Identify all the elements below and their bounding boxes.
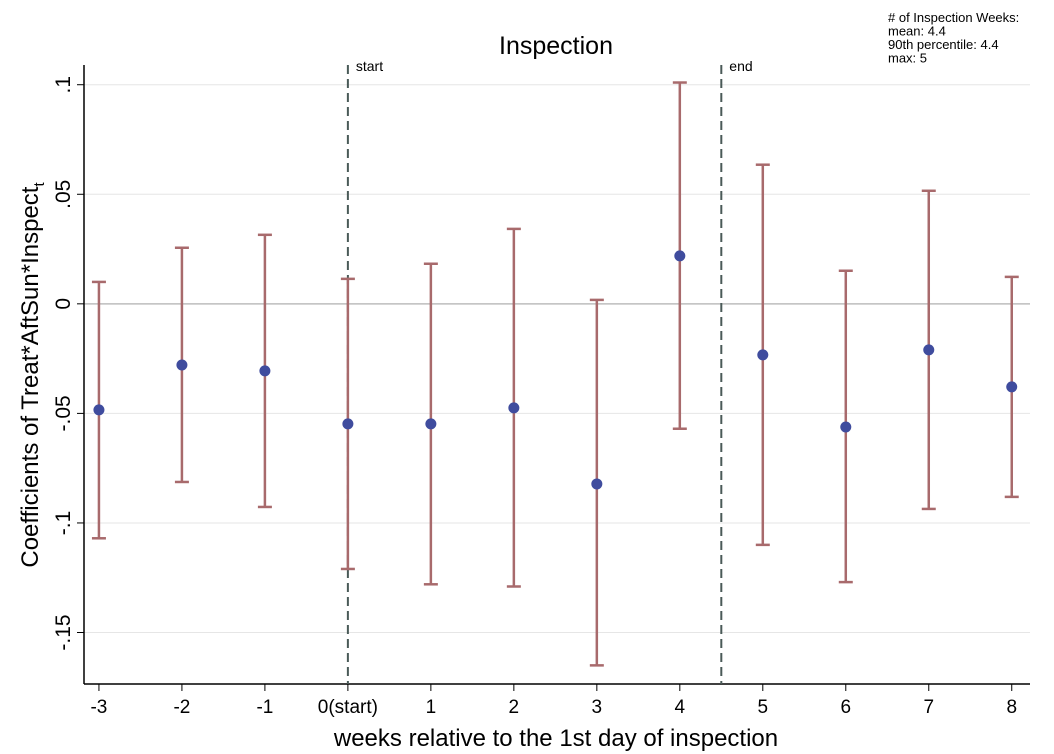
reference-label: start [356, 58, 383, 74]
x-axis-label: weeks relative to the 1st day of inspect… [333, 725, 778, 752]
y-axis-label-main: Coefficients of Treat*AftSun*Inspect [17, 186, 44, 567]
annotation: 90th percentile: 4.4 [888, 37, 999, 52]
point [508, 402, 520, 414]
point [259, 365, 271, 377]
x-tick-label: -1 [256, 697, 273, 718]
annotation: max: 5 [888, 51, 927, 66]
x-tick-label: -2 [173, 697, 190, 718]
x-tick-label: -3 [90, 697, 107, 718]
point [923, 344, 935, 356]
x-tick-label: 2 [509, 697, 520, 718]
point [425, 418, 437, 430]
x-tick-label: 6 [840, 697, 851, 718]
annotation: mean: 4.4 [888, 24, 946, 39]
point [840, 421, 852, 433]
point [1006, 381, 1018, 393]
y-axis-label-sub: t [31, 182, 48, 187]
point [757, 349, 769, 361]
y-tick-label: .1 [52, 76, 75, 94]
point [342, 418, 354, 430]
x-tick-label: 5 [758, 697, 769, 718]
y-axis-label: Coefficients of Treat*AftSun*Inspectt [17, 182, 48, 568]
y-tick-label: -.1 [52, 511, 75, 536]
point [176, 359, 188, 371]
point [674, 250, 686, 262]
point [93, 404, 105, 416]
x-tick-label: 8 [1006, 697, 1017, 718]
y-tick-label: 0 [52, 298, 75, 310]
x-tick-label: 3 [592, 697, 603, 718]
point [591, 478, 603, 490]
y-tick-label: .05 [52, 180, 75, 209]
annotation: # of Inspection Weeks: [888, 10, 1019, 25]
y-tick-label: -.05 [52, 395, 75, 431]
x-tick-label: 1 [426, 697, 437, 718]
x-tick-label: 0(start) [318, 697, 378, 718]
reference-label: end [729, 58, 752, 74]
x-tick-label: 4 [675, 697, 686, 718]
x-tick-label: 7 [923, 697, 934, 718]
chart-title: Inspection [499, 32, 613, 60]
y-tick-label: -.15 [52, 614, 75, 650]
